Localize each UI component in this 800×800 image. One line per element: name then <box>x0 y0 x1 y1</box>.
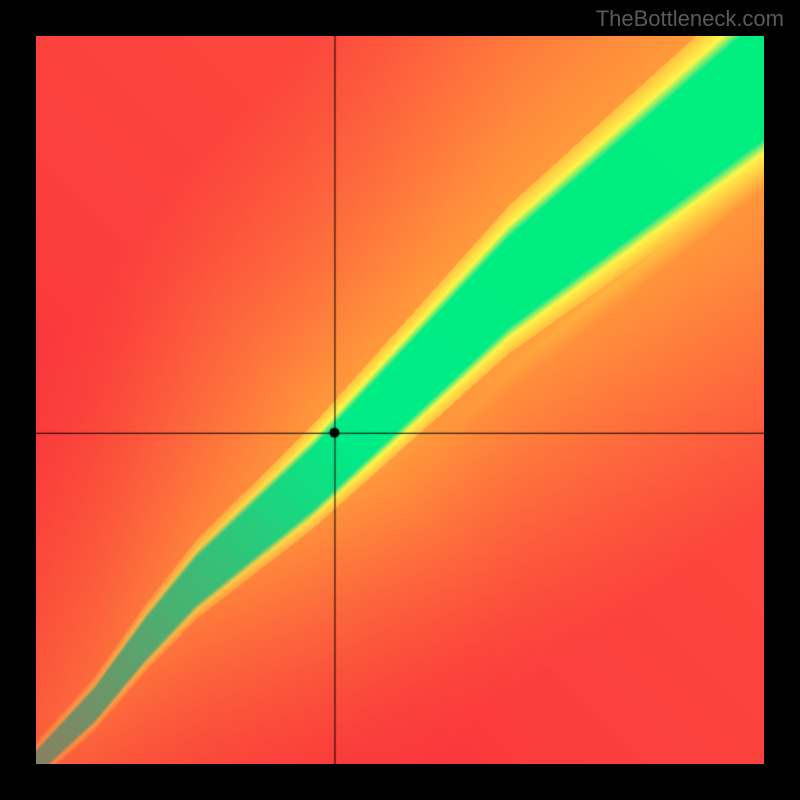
heatmap-canvas <box>36 36 764 764</box>
plot-area <box>36 36 764 764</box>
watermark-text: TheBottleneck.com <box>596 6 784 32</box>
chart-container: TheBottleneck.com <box>0 0 800 800</box>
